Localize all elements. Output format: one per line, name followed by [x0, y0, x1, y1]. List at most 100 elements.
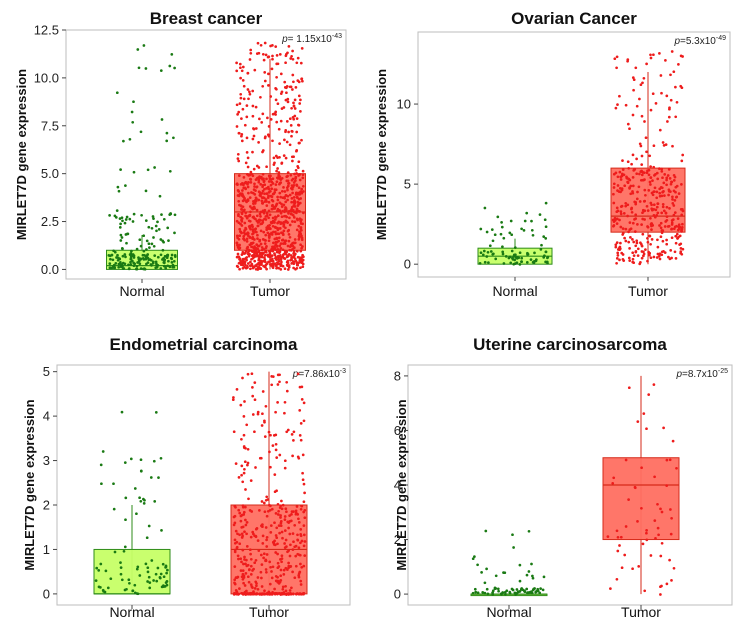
data-point: [236, 157, 240, 160]
p-value-text: =8.7x10: [682, 369, 718, 380]
data-point: [242, 510, 246, 514]
data-point: [263, 71, 267, 74]
data-point: [142, 44, 146, 47]
data-point: [260, 199, 264, 203]
data-point: [251, 256, 255, 260]
data-point: [261, 390, 265, 393]
data-point: [643, 589, 647, 593]
data-point: [240, 139, 244, 143]
data-point: [157, 228, 161, 231]
data-point: [248, 90, 251, 94]
data-point: [284, 194, 288, 197]
data-point: [253, 398, 257, 402]
data-point: [252, 134, 256, 138]
data-point: [273, 473, 277, 476]
data-point: [237, 159, 241, 163]
data-point: [150, 242, 154, 246]
data-point: [238, 587, 241, 590]
data-point: [128, 137, 132, 141]
data-point: [641, 542, 645, 546]
data-point: [293, 576, 297, 580]
data-point: [262, 196, 266, 200]
tumor-group: [234, 41, 306, 271]
data-point: [513, 246, 517, 249]
data-point: [282, 573, 286, 576]
data-point: [299, 422, 303, 425]
data-point: [278, 53, 282, 56]
data-point: [283, 257, 287, 260]
data-point: [271, 590, 274, 594]
data-point: [279, 72, 283, 76]
data-point: [288, 532, 292, 536]
data-point: [251, 150, 254, 154]
data-point: [652, 165, 656, 169]
data-point: [138, 574, 142, 577]
data-point: [285, 389, 289, 393]
data-point: [299, 583, 303, 586]
data-point: [154, 224, 158, 228]
data-point: [152, 459, 156, 463]
data-point: [243, 123, 247, 127]
data-point: [166, 226, 170, 230]
data-point: [256, 410, 260, 414]
data-point: [97, 569, 101, 572]
data-point: [278, 175, 282, 178]
data-point: [645, 538, 649, 542]
data-point: [302, 419, 306, 423]
data-point: [273, 161, 276, 165]
data-point: [233, 548, 237, 552]
data-point: [257, 180, 261, 184]
data-point: [242, 562, 245, 566]
data-point: [251, 137, 255, 141]
data-point: [676, 217, 680, 220]
data-point: [276, 542, 279, 546]
data-point: [532, 587, 536, 591]
data-point: [144, 562, 148, 566]
data-point: [279, 253, 282, 257]
data-point: [635, 104, 639, 108]
data-point: [239, 261, 243, 264]
data-point: [266, 55, 270, 59]
data-point: [269, 504, 272, 508]
data-point: [294, 168, 298, 172]
data-point: [146, 566, 150, 570]
data-point: [543, 218, 547, 222]
data-point: [302, 500, 306, 504]
data-point: [138, 238, 142, 242]
data-point: [543, 254, 546, 258]
data-point: [244, 226, 247, 230]
data-point: [270, 233, 274, 236]
data-point: [249, 479, 253, 482]
data-point: [251, 592, 255, 596]
data-point: [288, 235, 292, 239]
data-point: [642, 412, 646, 415]
data-point: [268, 450, 271, 454]
data-point: [295, 117, 299, 120]
data-point: [241, 534, 244, 538]
data-point: [643, 178, 646, 181]
data-point: [293, 220, 297, 224]
data-point: [649, 108, 653, 112]
data-point: [618, 258, 621, 262]
data-point: [261, 150, 264, 154]
data-point: [633, 168, 637, 171]
data-point: [271, 199, 275, 203]
data-point: [261, 221, 265, 224]
data-point: [255, 263, 259, 266]
data-point: [300, 234, 303, 238]
data-point: [167, 239, 170, 242]
data-point: [645, 529, 648, 532]
data-point: [146, 570, 150, 574]
data-point: [286, 100, 290, 104]
data-point: [241, 107, 245, 111]
data-point: [136, 565, 140, 569]
data-point: [612, 182, 616, 186]
data-point: [511, 256, 514, 260]
data-point: [510, 249, 514, 253]
data-point: [615, 210, 619, 214]
data-point: [630, 210, 634, 214]
data-point: [485, 587, 489, 591]
data-point: [245, 199, 249, 203]
data-point: [659, 226, 663, 230]
data-point: [238, 533, 241, 537]
